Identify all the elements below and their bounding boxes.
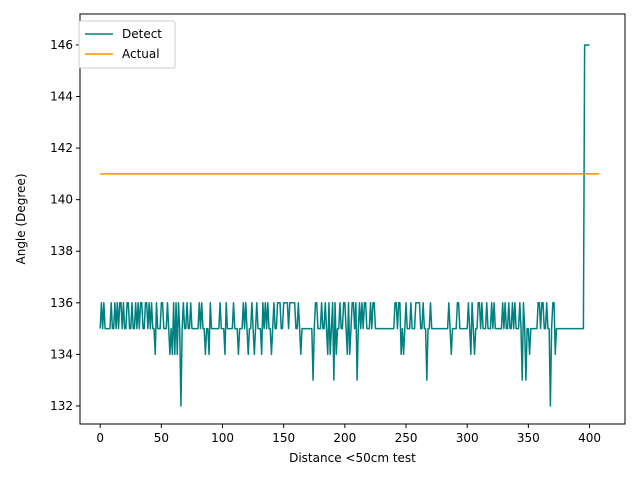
x-tick-label: 100 — [211, 431, 234, 445]
x-tick-label: 0 — [96, 431, 104, 445]
y-tick-label: 138 — [50, 244, 73, 258]
plot-area — [99, 44, 600, 407]
x-tick-label: 200 — [333, 431, 356, 445]
y-axis-label: Angle (Degree) — [14, 173, 28, 264]
axes-frame — [79, 13, 626, 425]
legend-box — [78, 20, 176, 69]
series-line-detect — [99, 44, 590, 407]
axis-ticks: 0 50 100 150 200 250 300 350 400 132 134 136 138 140 1… — [50, 38, 601, 445]
y-tick-label: 140 — [50, 193, 73, 207]
y-tick-label: 134 — [50, 347, 73, 361]
x-tick-label: 300 — [456, 431, 479, 445]
y-tick-label: 146 — [50, 38, 73, 52]
x-tick-label: 350 — [517, 431, 540, 445]
x-tick-label: 150 — [272, 431, 295, 445]
y-tick-label: 136 — [50, 296, 73, 310]
y-tick-label: 144 — [50, 90, 73, 104]
y-tick-label: 142 — [50, 141, 73, 155]
x-tick-label: 250 — [395, 431, 418, 445]
x-tick-label: 50 — [154, 431, 169, 445]
legend-label-detect: Detect — [122, 27, 162, 41]
y-tick-label: 132 — [50, 399, 73, 413]
legend: Detect Actual — [78, 20, 176, 69]
x-axis-label: Distance <50cm test — [289, 451, 416, 465]
x-tick-label: 400 — [578, 431, 601, 445]
legend-label-actual: Actual — [122, 47, 160, 61]
